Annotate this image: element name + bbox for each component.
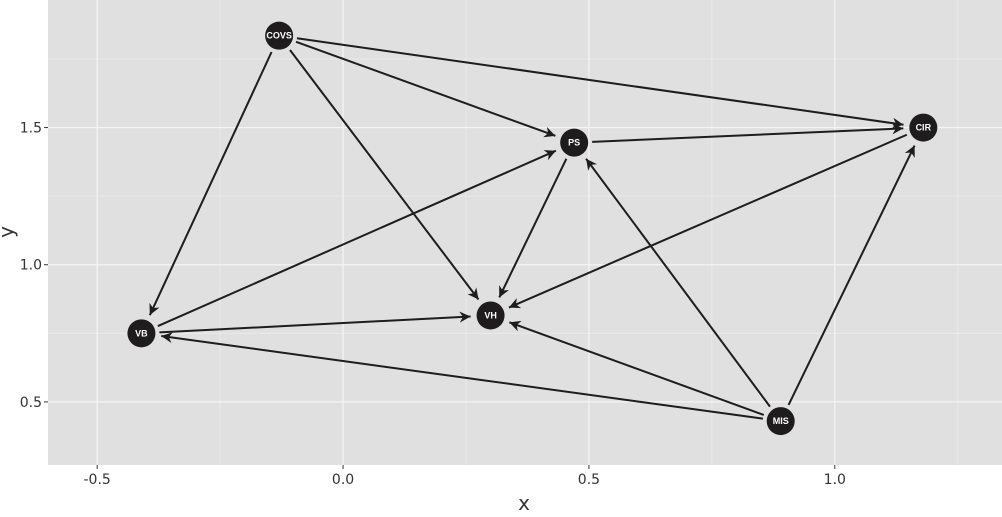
major-gridlines [48, 0, 1002, 465]
nodes: COVS PS CIR VB VH MIS [127, 21, 938, 436]
edge-vb-to-ps [157, 149, 557, 327]
node-label-vh: VH [484, 310, 497, 320]
edge-covs-to-vb [148, 51, 273, 316]
node-cir [909, 113, 938, 142]
node-label-mis: MIS [773, 416, 789, 426]
node-label-vb: VB [135, 328, 148, 338]
edges [148, 37, 916, 420]
edge-mis-to-vb [161, 332, 764, 420]
edge-mis-to-vh [509, 320, 765, 416]
edge-cir-to-vh [508, 133, 908, 309]
x-tick-label: 0.5 [578, 472, 600, 488]
minor-gridlines [48, 0, 1002, 465]
node-label-covs: COVS [266, 31, 292, 41]
edge-ps-to-cir [592, 123, 904, 143]
node-ps [560, 128, 589, 157]
y-tick-label: 0.5 [20, 395, 42, 411]
x-axis-ticks: -0.5 0.0 0.5 1.0 [84, 465, 846, 488]
edge-ps-to-vh [498, 158, 568, 298]
edge-vb-to-vh [159, 311, 471, 334]
x-tick-label: 1.0 [824, 472, 846, 488]
node-label-cir: CIR [916, 123, 932, 133]
edge-covs-to-ps [295, 40, 556, 138]
edge-covs-to-cir [296, 37, 904, 129]
edge-mis-to-cir [787, 145, 916, 406]
x-tick-label: 0.0 [332, 472, 354, 488]
edge-covs-to-vh [289, 49, 480, 301]
y-axis-ticks: 0.5 1.0 1.5 [20, 121, 48, 411]
edge-mis-to-ps [585, 158, 771, 408]
y-axis-title: y [0, 226, 18, 238]
y-tick-label: 1.5 [20, 121, 42, 137]
x-axis-title: x [518, 491, 530, 515]
node-vb [127, 319, 156, 348]
node-mis [766, 407, 795, 436]
y-tick-label: 1.0 [20, 258, 42, 274]
node-vh [476, 301, 505, 330]
plot-panel [48, 0, 1002, 465]
x-tick-label: -0.5 [84, 472, 111, 488]
node-label-ps: PS [568, 138, 580, 148]
node-covs [265, 21, 294, 50]
